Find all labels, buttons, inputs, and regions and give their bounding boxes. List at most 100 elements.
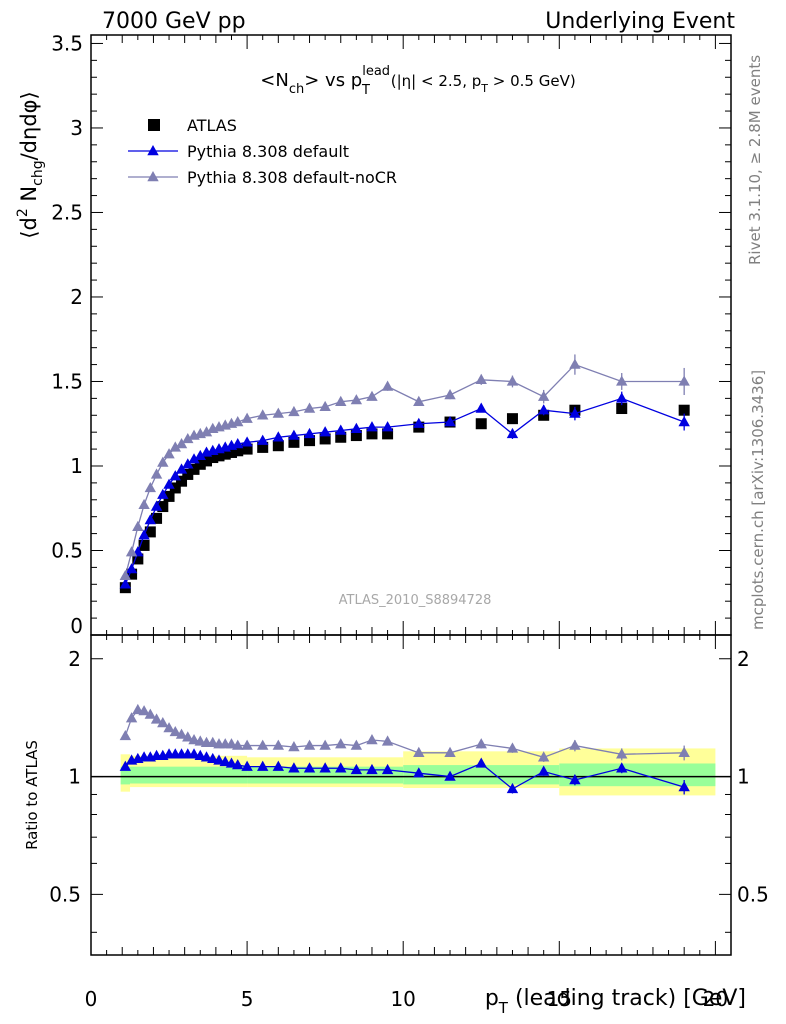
- ratio-data-point: [569, 739, 581, 750]
- ratio-ytick-label-right: 1: [737, 765, 750, 789]
- ratio-data-point: [616, 762, 628, 773]
- ratio-data-point: [413, 746, 425, 758]
- main-data-point: [381, 380, 394, 391]
- main-data-point: [175, 438, 188, 449]
- main-data-point: [475, 418, 487, 430]
- ratio-data-point: [175, 728, 188, 739]
- main-data-point: [413, 417, 425, 428]
- ratio-data-point: [537, 751, 550, 762]
- xtick-label: 15: [547, 987, 572, 1011]
- ratio-data-point: [444, 770, 456, 781]
- ratio-data-point: [125, 712, 138, 723]
- main-data-point: [257, 434, 269, 445]
- main-data-point: [569, 407, 581, 418]
- main-data-point: [151, 512, 163, 524]
- green-band-segment: [120, 766, 131, 785]
- main-data-point: [176, 475, 188, 487]
- ratio-data-point: [381, 763, 394, 775]
- main-data-point: [157, 501, 169, 513]
- main-data-point: [163, 448, 175, 459]
- main-data-point: [163, 490, 175, 502]
- axis-ticks: 0 0.5 1 1.5 2 2.5 3 3.5 0 5 10 15 20 0.5 0.5 1 1 2 2: [49, 31, 769, 1011]
- green-band-segment: [247, 766, 404, 784]
- main-data-point: [506, 413, 518, 425]
- main-ytick-label: 1: [70, 454, 83, 478]
- ratio-data-point: [272, 760, 285, 771]
- green-band-segment: [130, 766, 248, 784]
- ratio-data-point: [288, 762, 300, 773]
- main-data-point: [132, 553, 144, 565]
- uncertainty-bands: [91, 748, 731, 796]
- main-data-point: [616, 375, 628, 386]
- ratio-ytick-label-right: 0.5: [737, 882, 769, 906]
- main-data-point: [288, 436, 300, 448]
- main-series: [119, 354, 690, 594]
- main-series-line: [124, 363, 685, 577]
- main-data-point: [232, 438, 244, 449]
- main-data-point: [319, 426, 331, 437]
- main-data-point: [506, 375, 519, 386]
- ratio-data-point: [678, 746, 690, 758]
- main-data-point: [506, 427, 519, 439]
- ratio-data-point: [475, 757, 487, 768]
- ratio-data-point: [157, 717, 169, 728]
- ratio-data-point: [444, 746, 456, 758]
- main-data-point: [157, 456, 169, 467]
- main-ytick-label: 0: [70, 614, 83, 638]
- legend-label: Pythia 8.308 default-noCR: [187, 168, 397, 187]
- main-data-point: [537, 404, 550, 415]
- ratio-data-point: [616, 748, 628, 759]
- main-ytick-label: 2.5: [51, 200, 83, 224]
- main-data-point: [241, 443, 253, 455]
- ratio-data-point: [241, 760, 253, 771]
- main-data-point: [225, 446, 237, 458]
- main-data-point: [125, 546, 138, 557]
- ratio-data-point: [413, 767, 425, 778]
- main-data-point: [288, 429, 300, 440]
- main-data-point: [144, 514, 157, 525]
- main-data-point: [201, 455, 213, 467]
- ratio-data-point: [257, 739, 269, 750]
- xtick-label: 20: [703, 987, 728, 1011]
- ratio-data-point: [303, 762, 316, 773]
- main-data-point: [537, 390, 550, 401]
- ratio-data-point: [381, 735, 394, 746]
- main-data-point: [678, 375, 690, 386]
- rivet-version-text: Rivet 3.1.10, ≥ 2.8M events: [746, 55, 764, 265]
- main-data-point: [475, 373, 487, 384]
- main-data-point: [213, 450, 225, 462]
- ratio-ytick-label-right: 2: [737, 647, 750, 671]
- main-data-point: [119, 569, 132, 581]
- main-data-point: [350, 394, 363, 405]
- ratio-data-point: [335, 762, 347, 773]
- main-ytick-label: 1.5: [51, 369, 83, 393]
- main-ytick-label: 2: [70, 285, 83, 309]
- main-data-point: [150, 468, 163, 479]
- main-data-point: [678, 416, 690, 427]
- xtick-label: 5: [241, 987, 254, 1011]
- main-data-point: [569, 358, 581, 369]
- main-data-point: [366, 428, 378, 440]
- main-ytick-label: 3.5: [51, 31, 83, 55]
- legend-marker: [147, 145, 159, 156]
- ratio-data-point: [506, 782, 519, 794]
- main-data-point: [616, 392, 628, 403]
- main-data-point: [207, 452, 219, 464]
- ratio-panel-frame: [90, 634, 732, 956]
- ratio-data-point: [303, 739, 316, 750]
- main-data-point: [182, 432, 194, 444]
- main-data-point: [182, 468, 194, 480]
- main-data-point: [169, 470, 181, 481]
- main-data-point: [138, 539, 150, 551]
- main-data-point: [475, 402, 487, 413]
- ratio-data-point: [350, 739, 363, 750]
- main-data-point: [335, 431, 347, 443]
- ratio-data-point: [138, 705, 150, 716]
- green-band-segment: [403, 765, 560, 785]
- main-data-point: [303, 402, 316, 413]
- xtick-label: 0: [85, 987, 98, 1011]
- header-left: 7000 GeV pp: [102, 9, 246, 34]
- ratio-ytick-label-left: 2: [68, 647, 81, 671]
- xlabel: pT (leading track) [GeV]: [485, 986, 746, 1017]
